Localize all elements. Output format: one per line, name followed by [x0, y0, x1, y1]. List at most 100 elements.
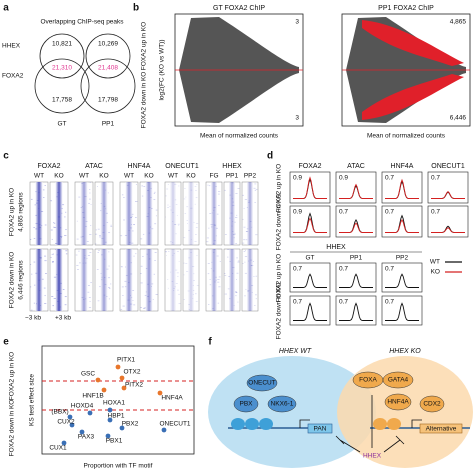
heatmap-speck — [254, 183, 257, 185]
heatmap-speck — [250, 265, 252, 266]
heatmap-speck — [192, 294, 194, 295]
heatmap-speck — [176, 215, 178, 216]
profile-line — [431, 190, 465, 199]
heatmap-speck — [108, 251, 110, 253]
heatmap-speck — [153, 199, 156, 200]
heatmap-speck — [38, 192, 40, 193]
heatmap-speck — [232, 201, 234, 203]
heatmap-speck — [35, 214, 38, 216]
profile-max: 0.9 — [339, 175, 348, 182]
heatmap-speck — [39, 290, 41, 292]
region-title: HHEX KO — [389, 348, 421, 355]
heatmap-speck — [165, 195, 167, 197]
target-box — [307, 423, 333, 434]
heatmap-speck — [84, 255, 86, 256]
heatmap-speck — [254, 202, 256, 203]
heatmap-speck — [242, 218, 244, 220]
axis-tick-label: −3 kb — [25, 315, 41, 322]
heatmap-speck — [107, 192, 109, 194]
heatmap-speck — [148, 207, 151, 208]
heatmap-speck — [106, 268, 109, 270]
heatmap-speck — [207, 184, 209, 186]
heatmap-speck — [175, 269, 178, 271]
column-header: FOXA2 — [299, 163, 322, 170]
profile-max: 0.7 — [431, 175, 440, 182]
heatmap-speck — [129, 303, 133, 305]
heatmap-speck — [190, 251, 192, 253]
heatmap-speck — [44, 303, 47, 304]
heatmap-speck — [235, 243, 238, 244]
heatmap-speck — [56, 274, 58, 276]
heatmap-speck — [178, 303, 181, 304]
heatmap-speck — [108, 288, 111, 289]
heatmap-speck — [30, 286, 32, 288]
heatmap-speck — [110, 224, 112, 226]
heatmap-speck — [53, 222, 56, 224]
heatmap-speck — [217, 193, 220, 195]
profile-line — [385, 302, 419, 321]
heatmap-speck — [130, 262, 132, 264]
heatmap-speck — [231, 225, 233, 227]
profile-max: 0.7 — [385, 175, 394, 182]
heatmap-speck — [65, 211, 67, 213]
inhibition — [335, 435, 361, 453]
heatmap-speck — [224, 273, 226, 274]
point-label: HNF4A — [161, 395, 183, 402]
heatmap-speck — [90, 282, 92, 284]
heatmap-center — [55, 249, 63, 311]
heatmap-speck — [184, 187, 186, 189]
axis-label: Proportion with TF motif — [84, 463, 153, 470]
side-label: FOXA2 down in KO — [141, 72, 148, 129]
heatmap-speck — [227, 249, 230, 250]
heatmap-speck — [81, 206, 84, 208]
factor-shape — [267, 395, 297, 413]
heatmap-speck — [108, 298, 110, 300]
heatmap-speck — [146, 216, 149, 217]
heatmap-speck — [35, 228, 38, 230]
heatmap-speck — [141, 185, 144, 187]
heatmap-center — [246, 182, 254, 245]
heatmap-speck — [195, 227, 198, 228]
panel-label: b — [133, 3, 139, 14]
heatmap-speck — [165, 251, 167, 253]
heatmap-center — [210, 182, 218, 245]
side-label: FOXA2 down in KO — [9, 400, 16, 457]
heatmap-speck — [75, 254, 78, 256]
heatmap-speck — [187, 290, 190, 292]
heatmap-speck — [103, 225, 105, 227]
side-label: FOXA2 up in KO — [9, 352, 16, 400]
factor-label: GATA4 — [388, 377, 409, 384]
heatmap-speck — [122, 305, 125, 307]
heatmap-speck — [212, 308, 214, 309]
row-count: 6,446 regions — [18, 260, 25, 300]
profile-line — [431, 227, 465, 233]
motif-point — [107, 407, 113, 413]
heatmap-speck — [142, 233, 145, 235]
profile-box — [427, 205, 469, 238]
heatmap-speck — [85, 298, 87, 300]
heatmap-speck — [237, 261, 240, 263]
factor-shape — [382, 371, 414, 389]
heatmap-speck — [244, 295, 246, 297]
heatmap-speck — [252, 261, 255, 262]
heatmap-speck — [58, 216, 60, 218]
heatmap-speck — [39, 257, 42, 259]
heatmap-speck — [247, 260, 249, 262]
heatmap-speck — [178, 224, 180, 226]
heatmap-speck — [100, 203, 102, 204]
nucleosome — [259, 418, 273, 430]
heatmap-center — [100, 182, 108, 245]
heatmap-speck — [188, 309, 190, 310]
heatmap-speck — [57, 192, 59, 193]
heatmap-speck — [194, 203, 196, 205]
heatmap-speck — [167, 184, 169, 185]
heatmap-center — [80, 249, 88, 311]
heatmap-speck — [107, 287, 111, 288]
venn-count: 21,408 — [98, 65, 118, 72]
heatmap-speck — [135, 217, 137, 219]
heatmap-speck — [253, 276, 255, 277]
heatmap-speck — [64, 296, 67, 298]
heatmap-speck — [122, 295, 124, 296]
heatmap-speck — [31, 309, 33, 311]
heatmap-speck — [79, 262, 81, 264]
